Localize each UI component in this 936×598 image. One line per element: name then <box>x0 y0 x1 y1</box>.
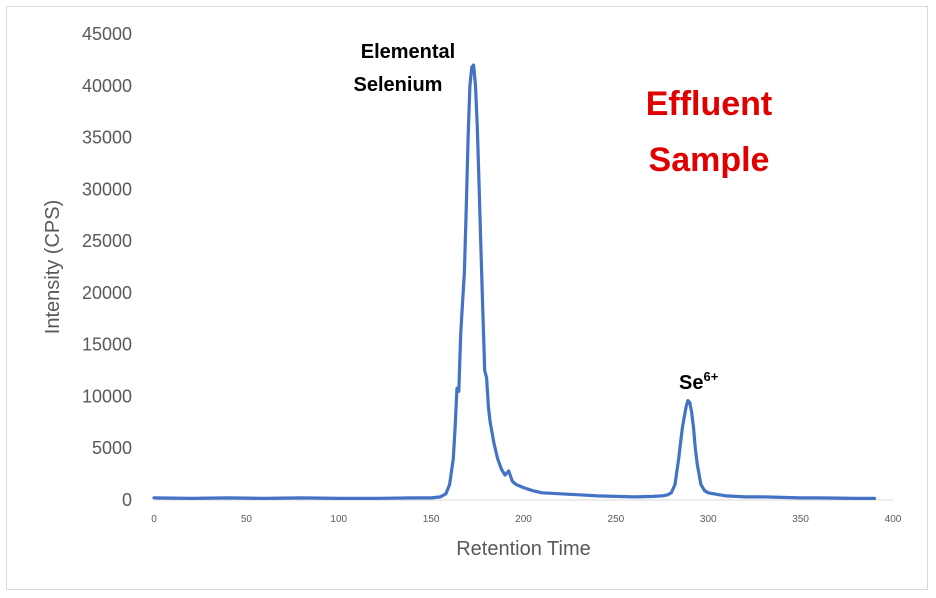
chart-frame: 0 5000 10000 15000 20000 25000 30000 35000 40000… <box>6 6 928 590</box>
y-tick-label: 15000 <box>82 335 132 355</box>
x-tick-label: 0 <box>151 514 157 525</box>
y-tick-label: 25000 <box>82 231 132 251</box>
peak-label-se6-superscript: 6+ <box>703 369 718 384</box>
y-tick-label: 5000 <box>92 438 132 458</box>
x-tick-label: 200 <box>515 514 532 525</box>
x-axis-ticks: 0 50 100 150 200 250 300 350 400 <box>151 514 902 525</box>
y-tick-label: 10000 <box>82 386 132 406</box>
x-tick-label: 100 <box>330 514 347 525</box>
x-tick-label: 250 <box>608 514 625 525</box>
chromatogram-chart: 0500010000150002000025000300003500040000… <box>42 24 902 560</box>
y-tick-label: 35000 <box>82 128 132 148</box>
sample-label-line1: Effluent <box>646 85 773 123</box>
peak-label-se6: Se6+ <box>679 369 719 394</box>
x-tick-label: 300 <box>700 514 717 525</box>
x-tick-label: 350 <box>792 514 809 525</box>
y-tick-label: 30000 <box>82 179 132 199</box>
x-tick-label: 150 <box>423 514 440 525</box>
y-tick-label: 40000 <box>82 76 132 96</box>
sample-label-line2: Sample <box>649 141 770 179</box>
x-tick-label: 400 <box>885 514 902 525</box>
peak-label-se6-base: Se <box>679 372 703 394</box>
peak-label-elemental-line1: Elemental <box>361 41 455 63</box>
x-axis-title: Retention Time <box>456 538 591 560</box>
y-tick-label: 20000 <box>82 283 132 303</box>
peak-label-elemental-line2: Selenium <box>354 74 443 96</box>
y-tick-label: 0 <box>122 490 132 510</box>
y-axis-title: Intensity (CPS) <box>42 200 64 334</box>
x-tick-label: 50 <box>241 514 253 525</box>
series-line <box>152 63 877 500</box>
y-tick-label: 45000 <box>82 24 132 44</box>
y-axis-ticks: 0 5000 10000 15000 20000 25000 30000 35000 40000… <box>82 24 132 510</box>
